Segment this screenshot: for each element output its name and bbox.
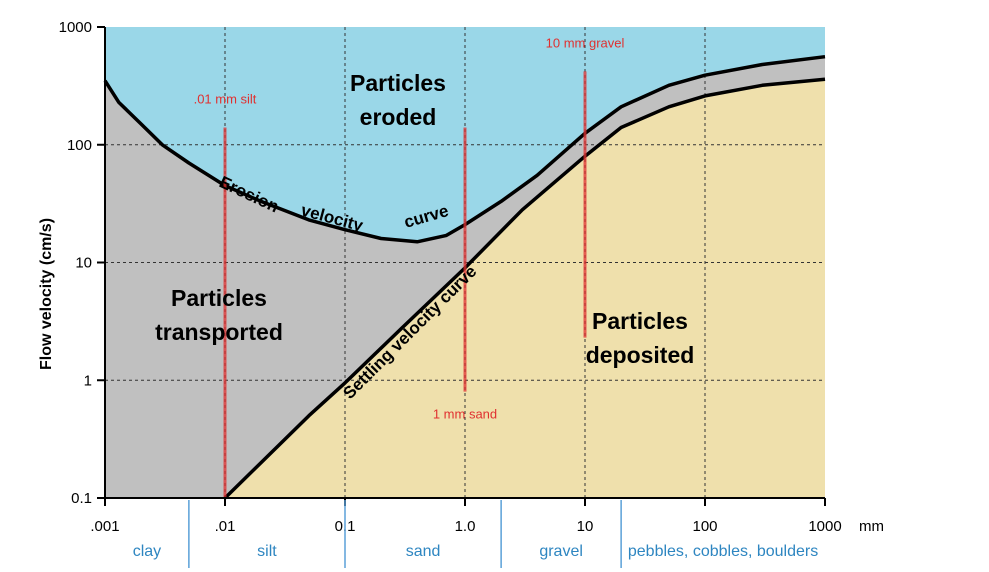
erosion-velocity-curve bbox=[103, 54, 826, 244]
region-label-eroded-line1: Particles bbox=[350, 70, 446, 96]
x-tick-label: .001 bbox=[90, 518, 119, 535]
ref-label-10-mm-gravel: 10 mm gravel bbox=[546, 35, 625, 50]
curves bbox=[103, 54, 826, 500]
ref-label-1-mm-sand: 1 mm sand bbox=[433, 407, 497, 422]
grain-class-sand: sand bbox=[406, 543, 441, 560]
x-tick-label: 1.0 bbox=[455, 518, 476, 535]
settling-velocity-curve bbox=[223, 77, 826, 500]
y-tick-label: 0.1 bbox=[71, 490, 92, 507]
grain-class-gravel: gravel bbox=[539, 543, 583, 560]
grain-class-clay: clay bbox=[133, 543, 161, 560]
ref-label-01-mm-silt: .01 mm silt bbox=[194, 92, 257, 107]
y-axis-label: Flow velocity (cm/s) bbox=[38, 218, 55, 370]
region-label-transported-line2: transported bbox=[155, 319, 283, 345]
x-tick-label: .01 bbox=[215, 518, 236, 535]
x-tick-label: 1000 bbox=[808, 518, 841, 535]
y-tick-label: 100 bbox=[67, 137, 92, 154]
grain-size-classes: clay silt sand gravel pebbles, cobbles, boul… bbox=[133, 500, 818, 568]
grain-class-silt: silt bbox=[257, 543, 277, 560]
reference-lines: .01 mm silt 1 mm sand 10 mm gravel bbox=[194, 35, 625, 498]
region-label-deposited-line2: deposited bbox=[586, 342, 695, 368]
region-label-transported-line1: Particles bbox=[171, 285, 267, 311]
x-unit-label: mm bbox=[859, 518, 884, 535]
region-deposited bbox=[225, 79, 825, 498]
y-tick-label: 1000 bbox=[59, 19, 92, 36]
region-label-eroded-line2: eroded bbox=[360, 104, 437, 130]
y-tick-label: 10 bbox=[75, 255, 92, 272]
grain-class-pebbles: pebbles, cobbles, boulders bbox=[628, 543, 818, 560]
y-tick-label: 1 bbox=[84, 372, 92, 389]
x-tick-label: 100 bbox=[692, 518, 717, 535]
x-tick-label: 10 bbox=[577, 518, 594, 535]
region-label-deposited-line1: Particles bbox=[592, 308, 688, 334]
